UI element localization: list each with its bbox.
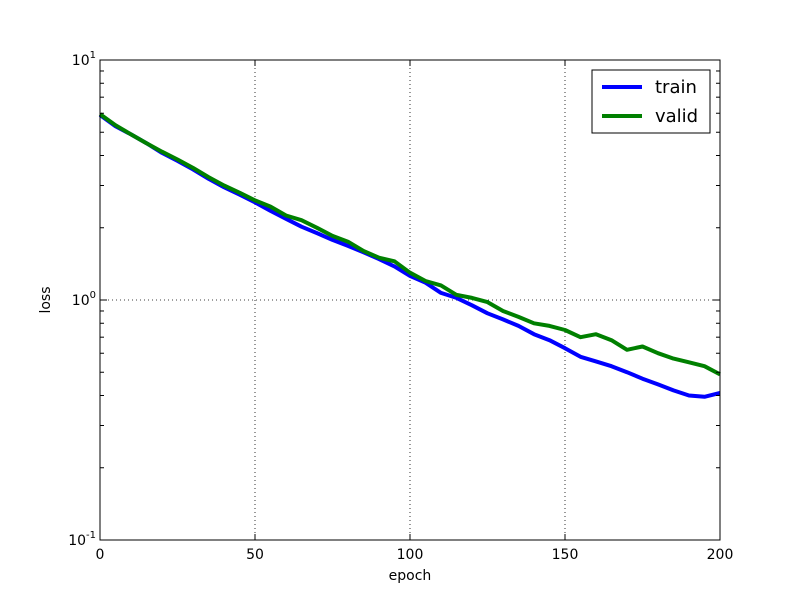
x-tick-label: 50 <box>246 547 264 563</box>
y-tick-label: 10-1 <box>68 530 96 549</box>
x-tick-label: 150 <box>552 547 579 563</box>
y-tick-label: 101 <box>72 50 96 69</box>
legend: train valid <box>591 69 711 134</box>
x-tick-label: 100 <box>397 547 424 563</box>
legend-label-train: train <box>655 77 697 98</box>
legend-box <box>591 69 711 134</box>
x-tick-label: 0 <box>96 547 105 563</box>
x-tick-label: 200 <box>707 547 734 563</box>
grid <box>100 60 720 540</box>
x-axis-label: epoch <box>389 568 432 584</box>
y-tick-label: 100 <box>72 290 96 309</box>
tick-marks <box>99 59 721 541</box>
legend-label-valid: valid <box>655 106 698 127</box>
y-axis-label: loss <box>38 286 54 313</box>
series-line-valid <box>98 112 721 377</box>
series-lines <box>98 112 721 399</box>
